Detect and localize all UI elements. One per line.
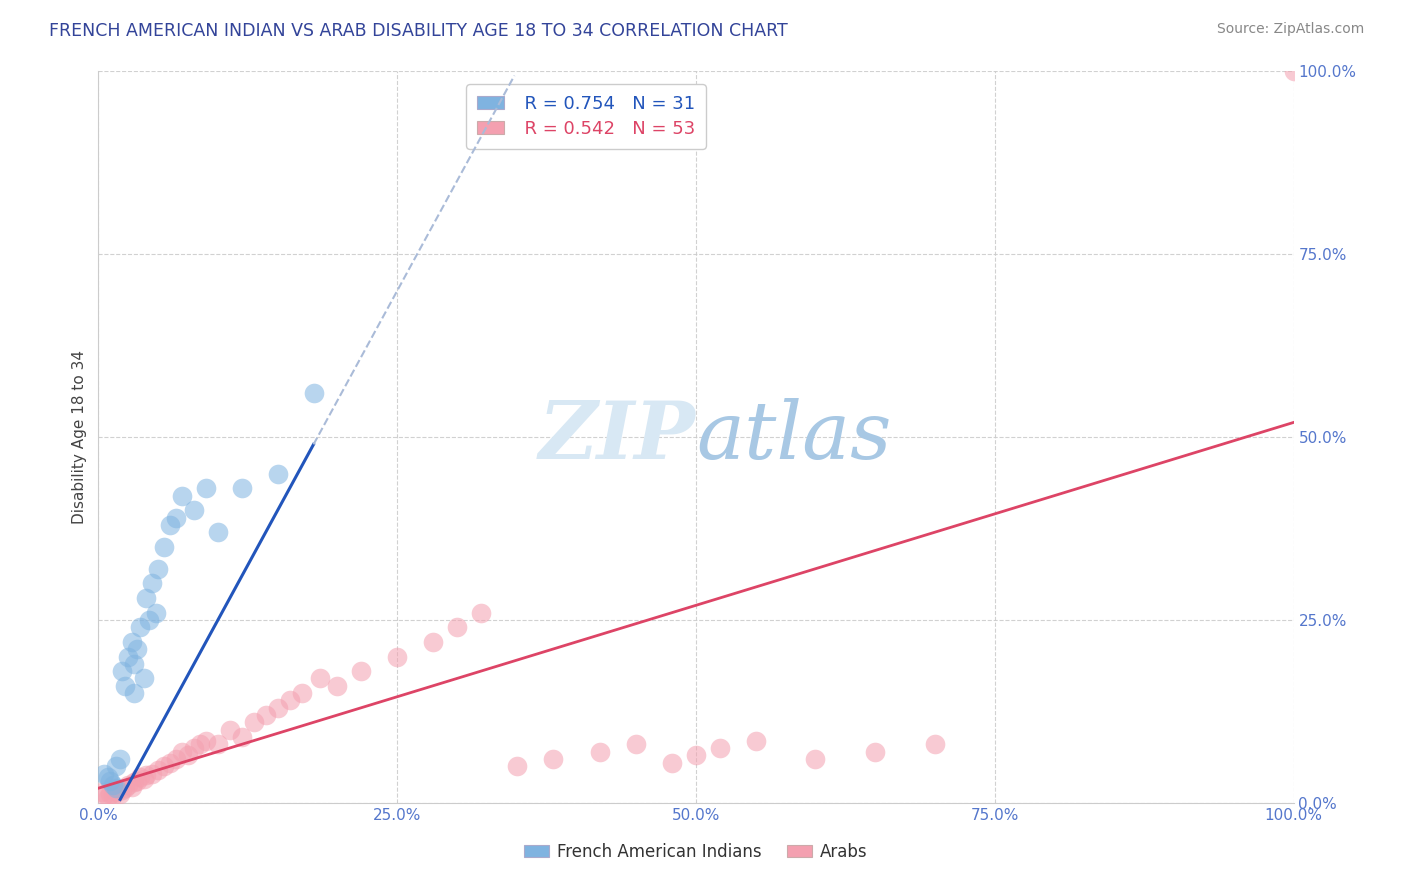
Point — [243, 715, 266, 730]
Legend: French American Indians, Arabs: French American Indians, Arabs — [517, 837, 875, 868]
Point — [924, 737, 946, 751]
Point — [97, 770, 120, 784]
Point — [141, 766, 163, 780]
Point — [108, 752, 131, 766]
Point — [188, 737, 211, 751]
Point — [114, 679, 136, 693]
Point — [422, 635, 444, 649]
Point — [141, 576, 163, 591]
Point — [183, 740, 205, 755]
Point — [589, 745, 612, 759]
Point — [302, 386, 325, 401]
Point — [231, 730, 253, 744]
Point — [91, 785, 114, 799]
Point — [93, 789, 115, 803]
Point — [124, 775, 146, 789]
Point — [105, 781, 128, 796]
Point — [709, 740, 731, 755]
Point — [101, 778, 124, 792]
Point — [172, 489, 194, 503]
Point — [153, 759, 176, 773]
Point — [138, 613, 160, 627]
Point — [183, 503, 205, 517]
Point — [117, 649, 139, 664]
Point — [291, 686, 314, 700]
Point — [98, 787, 122, 801]
Point — [385, 649, 409, 664]
Point — [105, 759, 128, 773]
Point — [219, 723, 242, 737]
Point — [207, 737, 229, 751]
Text: FRENCH AMERICAN INDIAN VS ARAB DISABILITY AGE 18 TO 34 CORRELATION CHART: FRENCH AMERICAN INDIAN VS ARAB DISABILIT… — [49, 22, 787, 40]
Point — [231, 481, 253, 495]
Point — [278, 693, 301, 707]
Point — [124, 657, 146, 671]
Point — [124, 686, 146, 700]
Point — [135, 591, 157, 605]
Point — [165, 752, 187, 766]
Point — [165, 510, 187, 524]
Point — [804, 752, 827, 766]
Point — [506, 759, 529, 773]
Point — [129, 620, 152, 634]
Point — [195, 481, 218, 495]
Point — [153, 540, 176, 554]
Point — [97, 789, 120, 804]
Point — [108, 787, 131, 801]
Point — [267, 467, 290, 481]
Point — [148, 562, 170, 576]
Y-axis label: Disability Age 18 to 34: Disability Age 18 to 34 — [72, 350, 87, 524]
Point — [114, 781, 136, 796]
Point — [121, 635, 143, 649]
Point — [470, 606, 492, 620]
Point — [121, 780, 143, 794]
Point — [350, 664, 373, 678]
Text: ZIP: ZIP — [538, 399, 696, 475]
Point — [685, 748, 707, 763]
Point — [145, 606, 167, 620]
Point — [129, 770, 152, 784]
Point — [308, 672, 330, 686]
Point — [661, 756, 683, 770]
Point — [159, 517, 181, 532]
Point — [105, 785, 128, 799]
Point — [125, 773, 148, 788]
Point — [117, 778, 139, 792]
Point — [267, 700, 290, 714]
Point — [177, 748, 200, 763]
Point — [132, 772, 155, 787]
Point — [93, 766, 115, 780]
Point — [865, 745, 887, 759]
Point — [132, 672, 155, 686]
Point — [541, 752, 564, 766]
Point — [326, 679, 349, 693]
Text: Source: ZipAtlas.com: Source: ZipAtlas.com — [1216, 22, 1364, 37]
Point — [159, 756, 181, 770]
Text: atlas: atlas — [696, 399, 891, 475]
Point — [125, 642, 148, 657]
Point — [135, 768, 157, 782]
Point — [195, 733, 218, 747]
Point — [1282, 64, 1305, 78]
Point — [101, 789, 124, 803]
Point — [207, 525, 229, 540]
Point — [626, 737, 648, 751]
Point — [111, 782, 134, 797]
Point — [148, 763, 170, 777]
Point — [446, 620, 468, 634]
Point — [98, 773, 122, 788]
Point — [254, 708, 277, 723]
Point — [111, 664, 134, 678]
Point — [172, 745, 194, 759]
Point — [745, 733, 768, 747]
